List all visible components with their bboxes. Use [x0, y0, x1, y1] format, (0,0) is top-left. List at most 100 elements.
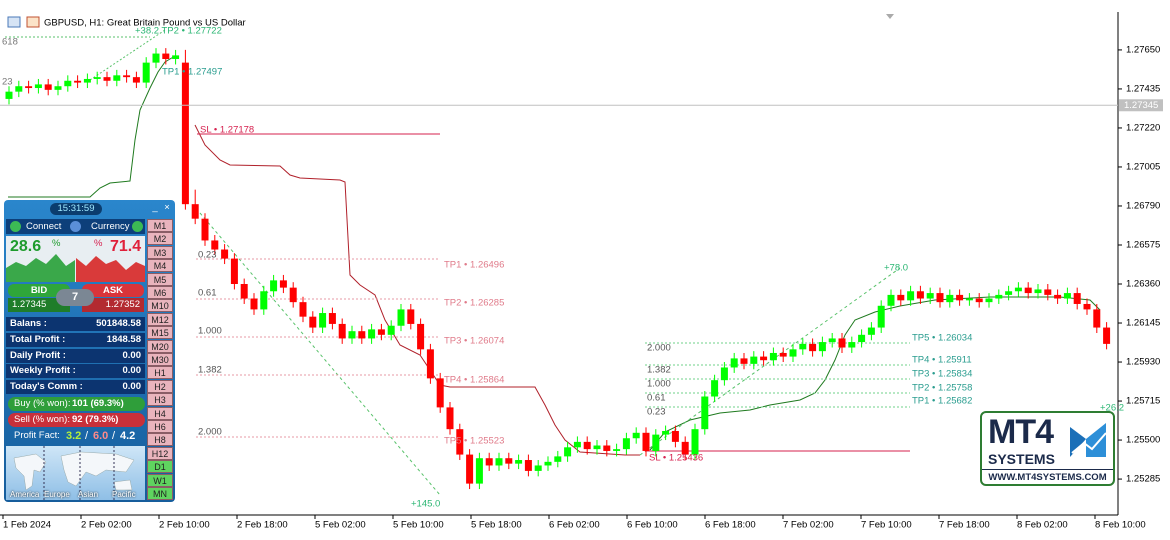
- timeframe-button[interactable]: H4: [147, 406, 173, 420]
- fib-label: 0.23: [198, 250, 217, 261]
- timeframe-button[interactable]: M6: [147, 286, 173, 299]
- timeframe-button[interactable]: H8: [147, 433, 173, 447]
- x-tick-label: 6 Feb 02:00: [549, 520, 600, 531]
- connect-icon: [10, 221, 21, 232]
- timeframe-button[interactable]: M30: [147, 353, 173, 366]
- trail-line: [649, 296, 1101, 451]
- timeframe-button[interactable]: M10: [147, 299, 173, 313]
- candle-body: [397, 309, 405, 326]
- candle-body: [936, 293, 944, 303]
- candle-body: [387, 325, 395, 335]
- candle-body: [701, 396, 709, 430]
- x-tick-label: 7 Feb 18:00: [939, 520, 990, 531]
- timeframe-button[interactable]: M1: [147, 219, 173, 232]
- candle-body: [15, 86, 23, 92]
- profit-factor-value: 3.2: [66, 430, 82, 442]
- session-label: Europe: [44, 490, 70, 499]
- ask-button[interactable]: ASK: [82, 284, 144, 297]
- logo-name: MT4: [988, 413, 1054, 451]
- row-label: Today's Comm :: [10, 381, 83, 393]
- buy-percent: 28.6: [10, 238, 42, 255]
- fib-label: 2.000: [198, 427, 222, 438]
- annotation: TP1 • 1.25682: [912, 396, 972, 407]
- sentiment-gauge: 28.6 % % 71.4: [6, 236, 145, 282]
- timeframe-button[interactable]: M5: [147, 272, 173, 286]
- currency-label[interactable]: Currency: [91, 221, 130, 232]
- fib-label: 1.382: [198, 365, 222, 376]
- close-button[interactable]: ×: [164, 202, 170, 213]
- candle-body: [671, 430, 679, 442]
- candle-body: [603, 445, 611, 451]
- timeframe-button[interactable]: W1: [147, 473, 173, 487]
- candle-body: [867, 327, 875, 335]
- annotation: +145.0: [411, 499, 440, 510]
- fib-lines: [196, 258, 440, 438]
- sell-stats-value: 92 (79.3%): [72, 414, 119, 425]
- sell-stats-label: Sell (% won):: [14, 414, 70, 425]
- candle-body: [495, 458, 503, 466]
- y-tick-label: 1.27435: [1126, 83, 1160, 94]
- profit-factor-value: 6.0: [93, 430, 109, 442]
- candle-body: [25, 86, 33, 89]
- bid-button[interactable]: BID: [8, 284, 70, 297]
- connect-label[interactable]: Connect: [26, 221, 62, 232]
- fib-label: 0.61: [647, 393, 666, 404]
- candle-body: [593, 445, 601, 450]
- candle-body: [1024, 287, 1032, 294]
- timeframe-button[interactable]: H2: [147, 379, 173, 393]
- row-label: Total Profit :: [10, 333, 66, 345]
- candle-body: [652, 434, 660, 451]
- sentiment-graph: [6, 254, 145, 282]
- candle-body: [564, 447, 572, 457]
- candle-body: [368, 329, 376, 339]
- candle-body: [1034, 289, 1042, 294]
- buy-stats: Buy (% won): 101 (69.3%): [8, 397, 145, 411]
- candle-body: [662, 430, 670, 435]
- row-value: 0.00: [122, 349, 142, 361]
- candle-body: [328, 313, 336, 324]
- y-tick-label: 1.26575: [1126, 240, 1160, 251]
- timeframe-button[interactable]: D1: [147, 460, 173, 474]
- percent-sign: %: [52, 238, 61, 249]
- minimize-button[interactable]: _: [152, 202, 158, 213]
- candle-body: [965, 298, 973, 301]
- profit-factor: Profit Fact: 3.2 / 6.0 / 4.2: [8, 429, 145, 443]
- y-tick-label: 1.25930: [1126, 357, 1160, 368]
- candle-body: [230, 258, 238, 285]
- timeframe-button[interactable]: M15: [147, 326, 173, 340]
- timeframe-button[interactable]: M2: [147, 232, 173, 246]
- x-tick-label: 7 Feb 02:00: [783, 520, 834, 531]
- timeframe-button[interactable]: M12: [147, 312, 173, 326]
- timeframe-button[interactable]: M20: [147, 339, 173, 353]
- timeframe-button[interactable]: M4: [147, 259, 173, 273]
- candle-body: [1083, 303, 1091, 310]
- dollar-icon: [132, 221, 143, 232]
- timeframe-button[interactable]: H12: [147, 446, 173, 460]
- timeframe-button[interactable]: H3: [147, 393, 173, 407]
- candle-body: [426, 349, 434, 379]
- timeframe-button[interactable]: H1: [147, 366, 173, 380]
- candle-body: [985, 298, 993, 303]
- candle-body: [1073, 293, 1081, 304]
- annotation: TP5 • 1.26034: [912, 333, 972, 344]
- candle-body: [887, 294, 895, 306]
- candle-body: [1044, 289, 1052, 295]
- candle-body: [211, 240, 219, 250]
- x-tick-label: 2 Feb 18:00: [237, 520, 288, 531]
- candle-body: [64, 80, 72, 87]
- logo-url: WWW.MT4SYSTEMS.COM: [982, 469, 1113, 483]
- fib-lines: [645, 342, 910, 408]
- window-title: GBPUSD, H1: Great Britain Pound vs US Do…: [44, 18, 246, 29]
- candle-body: [809, 343, 817, 352]
- fib-label: 0.61: [198, 288, 217, 299]
- timeframe-button[interactable]: MN: [147, 487, 173, 500]
- x-tick-label: 8 Feb 02:00: [1017, 520, 1068, 531]
- candle-body: [622, 438, 630, 450]
- candle-body: [975, 298, 983, 303]
- candle-body: [446, 407, 454, 430]
- candle-body: [309, 316, 317, 328]
- timeframe-button[interactable]: M3: [147, 245, 173, 259]
- timeframe-button[interactable]: H6: [147, 420, 173, 433]
